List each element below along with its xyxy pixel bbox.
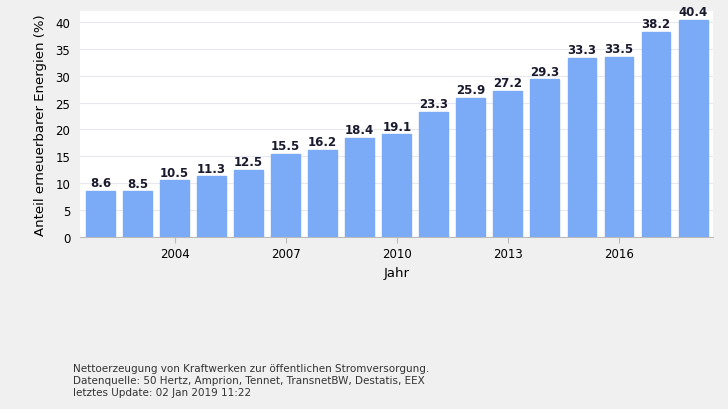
Text: 29.3: 29.3 — [531, 66, 560, 79]
Bar — [531, 80, 559, 237]
Bar — [123, 192, 152, 237]
Bar — [494, 92, 522, 237]
Bar — [234, 170, 263, 237]
Bar — [419, 112, 448, 237]
Bar — [641, 33, 670, 237]
X-axis label: Jahr: Jahr — [384, 266, 410, 279]
Bar — [345, 139, 374, 237]
Bar — [86, 191, 115, 237]
Bar — [197, 177, 226, 237]
Bar — [456, 99, 486, 237]
Bar — [272, 154, 300, 237]
Bar — [678, 21, 708, 237]
Bar — [308, 151, 337, 237]
Text: 40.4: 40.4 — [678, 6, 708, 19]
Text: 11.3: 11.3 — [197, 162, 226, 175]
Text: 10.5: 10.5 — [160, 166, 189, 180]
Y-axis label: Anteil erneuerbarer Energien (%): Anteil erneuerbarer Energien (%) — [34, 14, 47, 235]
Text: 33.5: 33.5 — [604, 43, 633, 56]
Text: 8.5: 8.5 — [127, 177, 148, 190]
Text: 33.3: 33.3 — [567, 44, 596, 57]
Text: 8.6: 8.6 — [90, 177, 111, 189]
Text: 27.2: 27.2 — [494, 77, 523, 90]
Text: Nettoerzeugung von Kraftwerken zur öffentlichen Stromversorgung.
Datenquelle: 50: Nettoerzeugung von Kraftwerken zur öffen… — [73, 364, 429, 397]
Text: 38.2: 38.2 — [641, 18, 670, 31]
Bar — [604, 58, 633, 237]
Text: 23.3: 23.3 — [419, 98, 448, 111]
Bar — [160, 181, 189, 237]
Bar — [568, 59, 596, 237]
Text: 15.5: 15.5 — [271, 139, 300, 153]
Text: 18.4: 18.4 — [345, 124, 374, 137]
Text: 25.9: 25.9 — [456, 84, 486, 97]
Bar — [382, 135, 411, 237]
Text: 19.1: 19.1 — [382, 120, 411, 133]
Text: 16.2: 16.2 — [308, 136, 337, 149]
Text: 12.5: 12.5 — [234, 156, 263, 169]
